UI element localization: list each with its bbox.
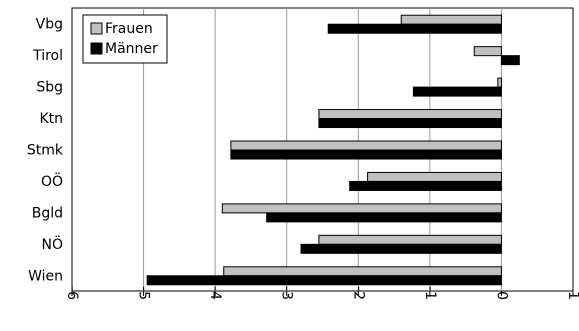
bar-maenner xyxy=(327,23,502,34)
y-tick-label: Stmk xyxy=(27,143,64,159)
y-tick-label: Wien xyxy=(28,268,63,284)
bar-maenner xyxy=(230,149,502,160)
y-tick-label: Bgld xyxy=(32,205,63,221)
y-tick-label: Ktn xyxy=(39,111,63,127)
bar-frauen xyxy=(473,46,502,57)
y-tick-label: NÖ xyxy=(42,235,64,253)
x-axis: -6 -5 -4 -3 -2 -1 0 1 xyxy=(64,286,579,300)
bar-maenner xyxy=(349,180,502,191)
x-tick-label: -2 xyxy=(350,286,366,300)
bar-maenner xyxy=(412,86,502,97)
x-tick-label: -1 xyxy=(422,286,438,300)
bar-frauen xyxy=(318,234,502,245)
x-tick-label: -6 xyxy=(64,286,80,300)
bar-maenner xyxy=(146,275,502,286)
y-tick-label: Sbg xyxy=(36,80,63,96)
bars xyxy=(146,14,520,286)
y-tick-label: Vbg xyxy=(36,17,63,33)
x-tick-label: -5 xyxy=(136,286,152,300)
bar-frauen xyxy=(230,140,502,151)
bar-frauen xyxy=(223,266,502,277)
bar-frauen xyxy=(400,14,502,25)
legend-label-frauen: Frauen xyxy=(105,21,153,37)
legend-label-maenner: Männer xyxy=(105,41,158,57)
bar-maenner xyxy=(318,118,502,129)
x-tick-label: -3 xyxy=(279,286,295,300)
y-tick-label: Tirol xyxy=(32,48,63,64)
bar-frauen xyxy=(221,203,502,214)
legend: Frauen Männer xyxy=(82,14,168,64)
legend-swatch-frauen xyxy=(90,22,103,35)
legend-swatch-maenner xyxy=(90,42,103,55)
bar-frauen xyxy=(367,171,502,182)
bar-maenner xyxy=(500,55,520,66)
bar-maenner xyxy=(266,212,502,223)
x-tick-label: -4 xyxy=(207,286,223,300)
bar-maenner xyxy=(300,243,502,254)
x-tick-label: 0 xyxy=(493,291,509,300)
bar-frauen xyxy=(318,109,502,120)
x-tick-label: 1 xyxy=(565,291,579,300)
y-tick-label: OÖ xyxy=(41,172,63,190)
y-axis-tick-labels: Vbg Tirol Sbg Ktn Stmk OÖ Bgld NÖ Wien xyxy=(27,17,64,285)
bar-frauen xyxy=(497,77,502,88)
